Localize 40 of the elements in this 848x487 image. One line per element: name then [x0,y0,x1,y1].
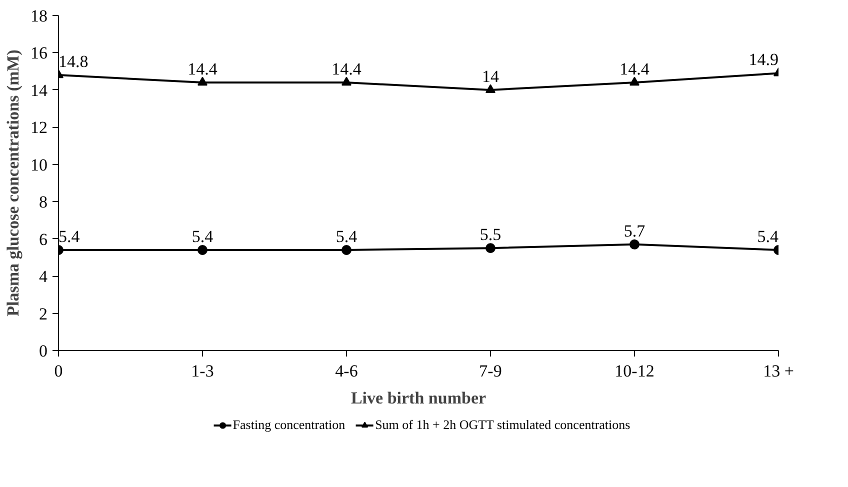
point [198,245,208,255]
point [486,243,496,254]
data-label: 5.7 [624,221,646,240]
x-tick-label: 4-6 [335,362,358,380]
data-label: 14.4 [620,60,650,78]
point [342,245,352,255]
data-label: 5.4 [757,227,779,246]
y-tick-label: 18 [30,6,48,26]
x-tick-label: 7-9 [479,362,502,380]
x-axis-title: Live birth number [350,388,486,408]
data-label: 5.4 [58,227,80,246]
point [630,239,640,250]
y-tick-label: 0 [39,342,48,360]
data-label: 14.9 [748,50,778,70]
y-tick-label: 2 [39,304,48,324]
point [198,76,208,86]
x-tick-label: 13 + [763,362,794,380]
x-tick-label: 1-3 [191,362,214,380]
data-label: 14 [482,66,500,86]
x-tick-label: 0 [54,362,63,380]
data-label: 5.4 [336,227,358,246]
point [630,76,640,86]
y-tick-label: 4 [39,267,48,286]
y-tick-label: 16 [30,44,48,63]
point [486,84,496,94]
data-label: 14.4 [188,60,218,78]
y-tick-label: 10 [30,155,48,174]
y-tick-label: 12 [30,118,48,138]
y-tick-label: 8 [39,192,48,212]
y-tick-label: 6 [39,230,48,249]
data-label: 5.5 [480,225,502,244]
data-label: 5.4 [192,227,214,246]
point [342,76,352,86]
legend-label: Sum of 1h + 2h OGTT stimulated concentrations [375,417,630,433]
y-tick-label: 14 [30,80,48,100]
x-tick-label: 10-12 [614,362,654,380]
data-label: 14.4 [332,60,362,78]
y-axis-title: Plasma glucose concentrations (mM) [4,50,22,316]
legend-label: Fasting concentration [232,417,346,433]
data-label: 14.8 [58,52,88,72]
